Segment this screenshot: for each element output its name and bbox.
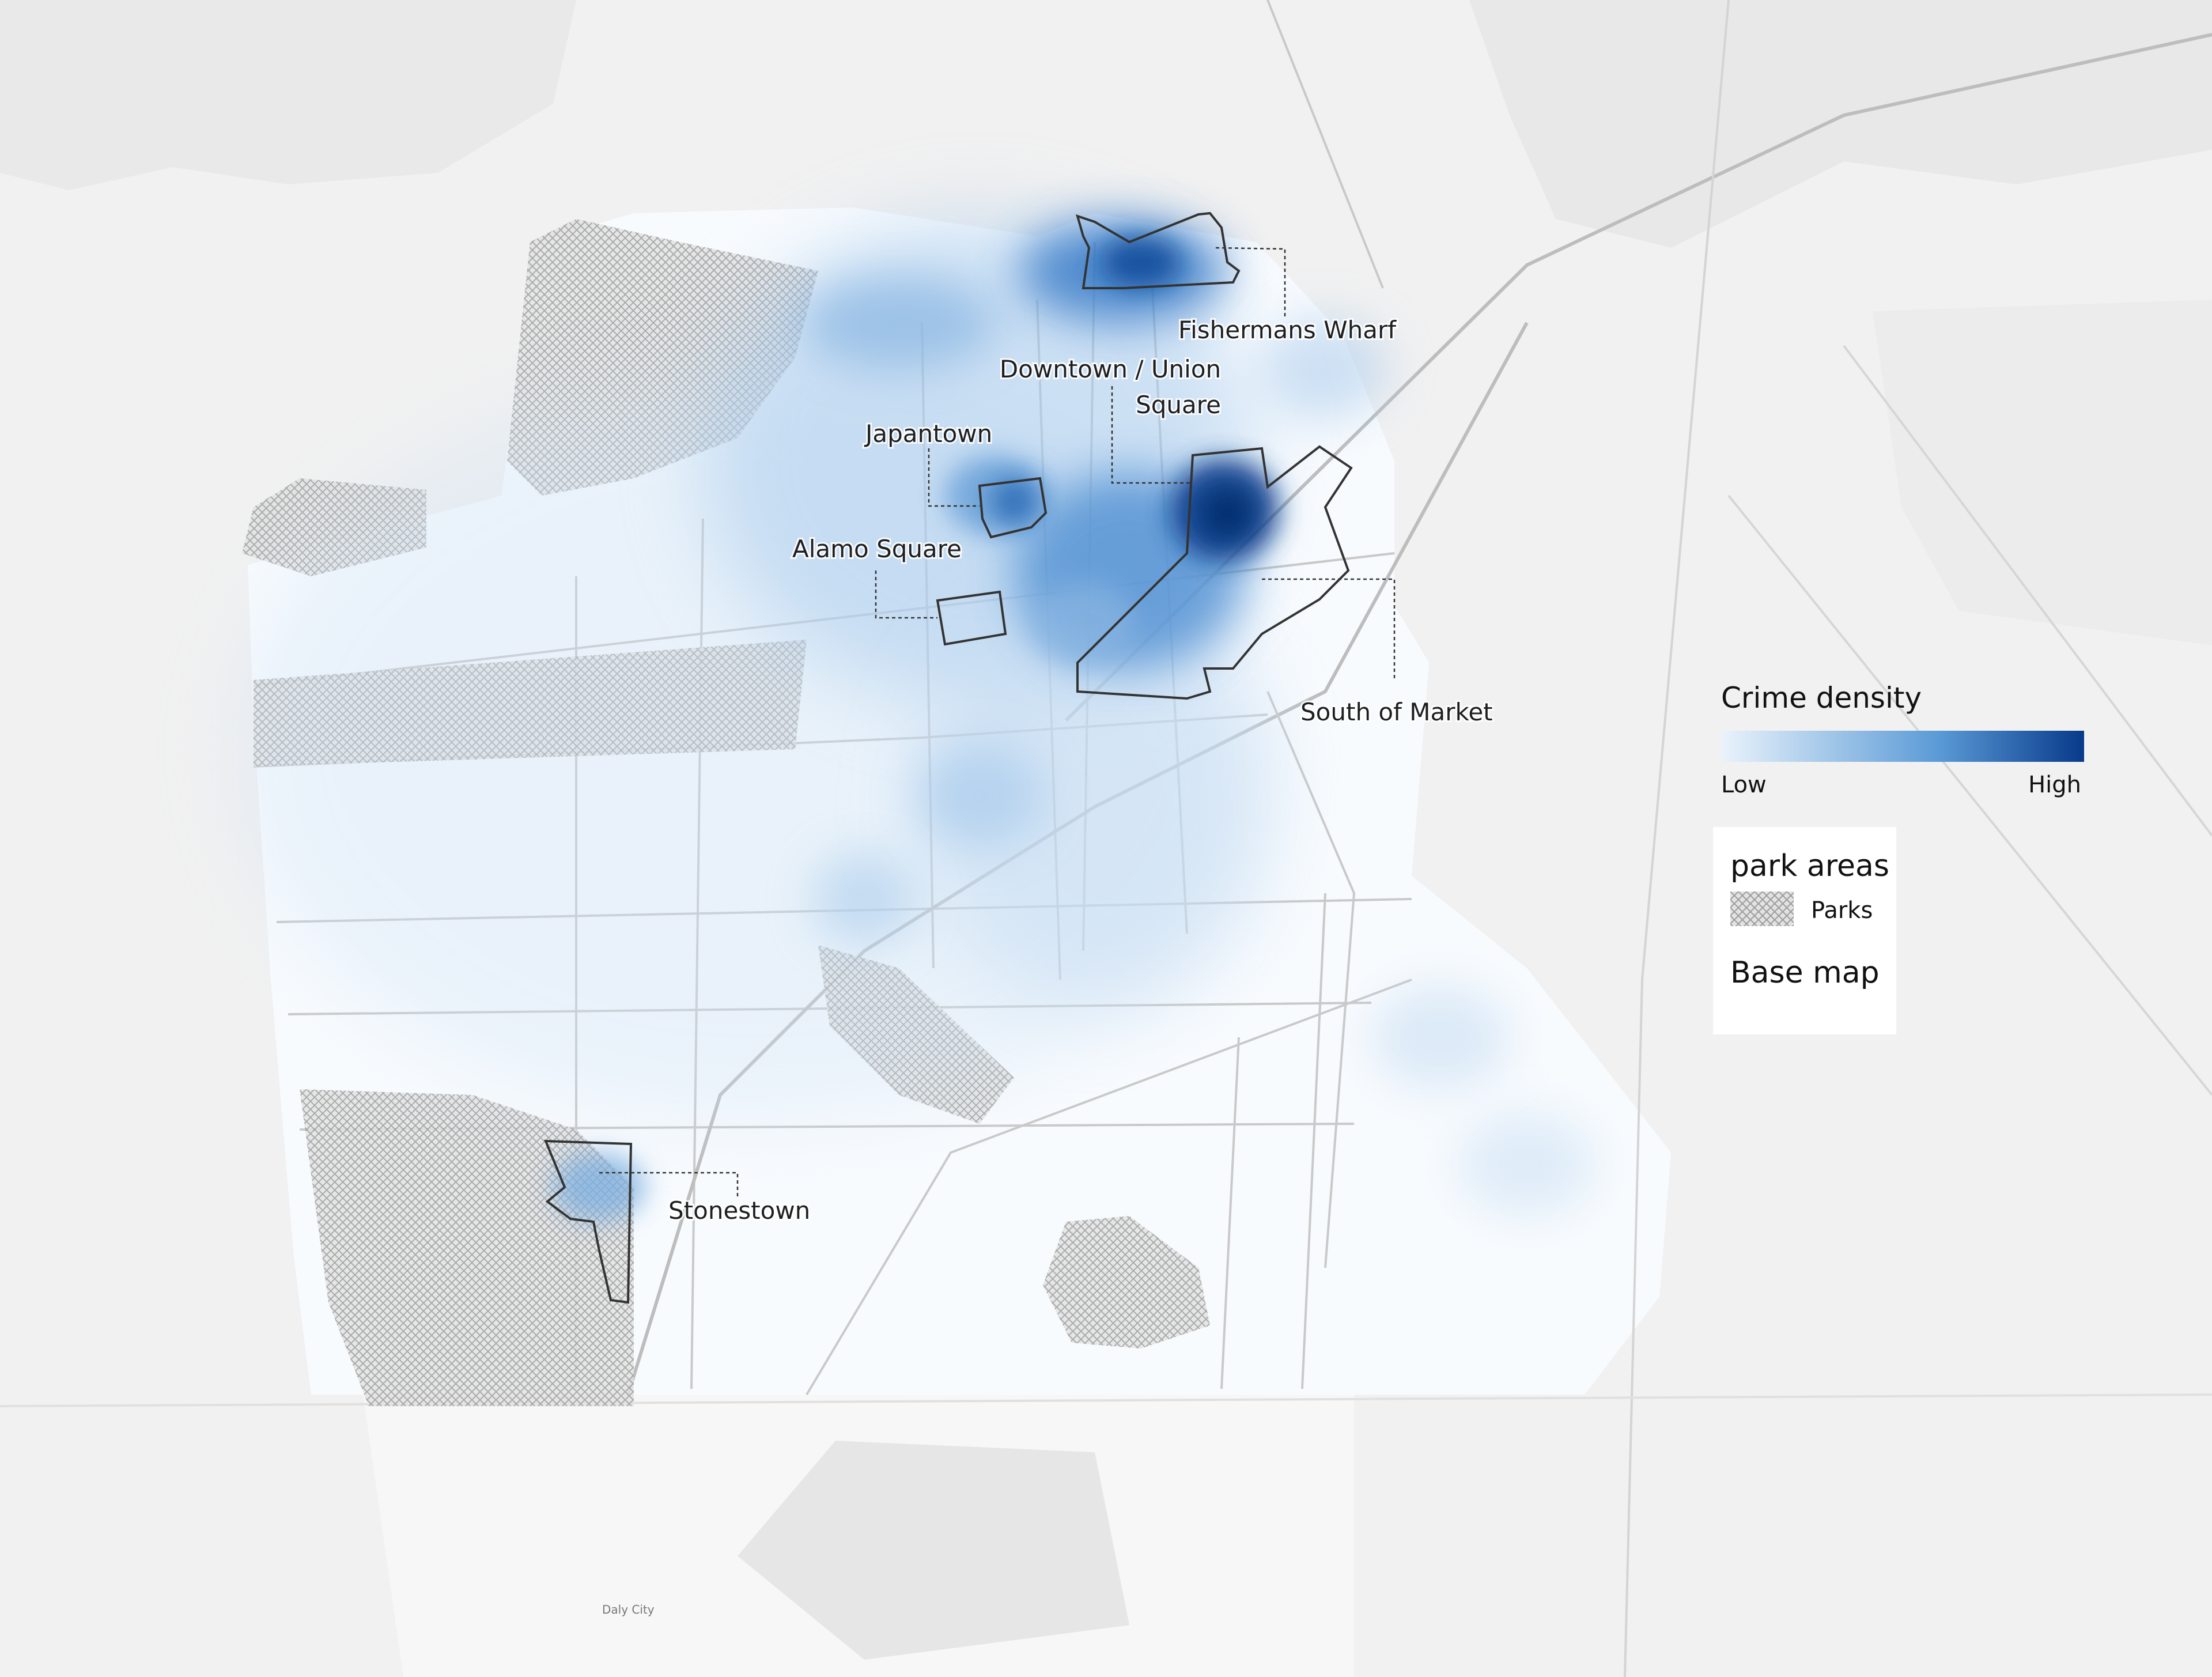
basemap-legend-label: Base map xyxy=(1730,955,1880,990)
label-japantown: Japantown xyxy=(864,420,992,448)
crime-density-heatmap xyxy=(230,219,1596,1222)
layers-legend-box xyxy=(1713,827,1896,1034)
label-alamo-square: Alamo Square xyxy=(792,535,962,563)
density-legend-title: Crime density xyxy=(1721,681,1922,715)
neighborhood-outlines xyxy=(543,211,1353,1304)
outline-stonestown xyxy=(543,1139,633,1304)
density-gradient-bar xyxy=(1721,731,2084,762)
outline-japantown xyxy=(978,477,1048,539)
label-leader-lines xyxy=(599,247,1396,1199)
park-mclaren xyxy=(1043,1216,1210,1349)
layers-legend-title: park areas xyxy=(1730,849,1889,883)
parks-legend-label: Parks xyxy=(1811,897,1873,924)
outline-fishermans-wharf xyxy=(1076,211,1241,289)
density-legend: Crime density Low High xyxy=(1721,681,2084,798)
parks-swatch xyxy=(1730,892,1794,926)
label-daly-city: Daly City xyxy=(602,1603,655,1616)
layers-legend[interactable]: park areas Parks Base map xyxy=(1713,827,1896,1034)
density-high-label: High xyxy=(2028,772,2081,798)
label-fishermans-wharf: Fishermans Wharf xyxy=(1178,316,1397,344)
outline-alamo-square xyxy=(936,590,1007,646)
label-south-of-market: South of Market xyxy=(1300,698,1493,726)
label-stonestown: Stonestown xyxy=(668,1196,810,1225)
label-downtown-union-square-1: Downtown / Union xyxy=(1000,355,1221,383)
outline-downtown xyxy=(1076,445,1353,700)
park-lake-merced xyxy=(300,1089,634,1406)
label-downtown-union-square-2: Square xyxy=(1136,391,1221,419)
neighborhood-labels: Fishermans Wharf Downtown / Union Square… xyxy=(602,314,1495,1616)
density-low-label: Low xyxy=(1721,772,1767,798)
